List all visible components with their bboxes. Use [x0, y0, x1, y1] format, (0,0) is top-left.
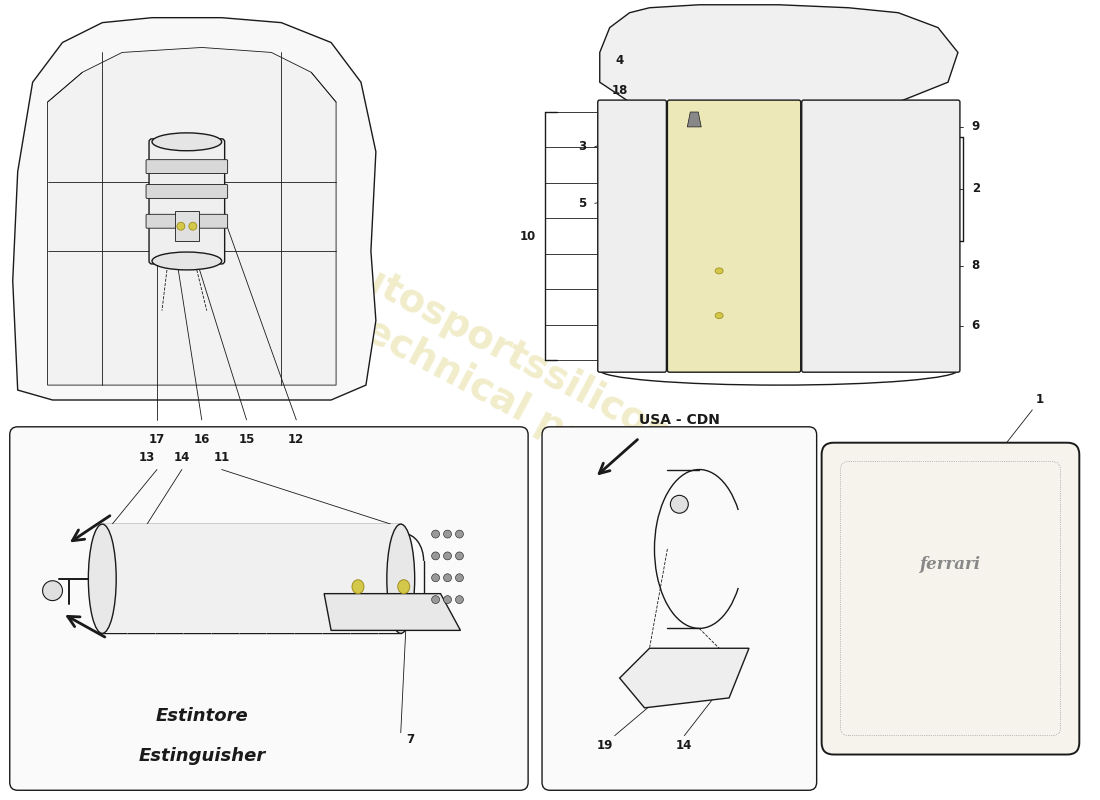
Circle shape — [431, 596, 440, 603]
Text: 17: 17 — [148, 434, 165, 446]
Text: 14: 14 — [676, 739, 693, 752]
Text: 12: 12 — [288, 434, 305, 446]
Text: 19: 19 — [596, 739, 613, 752]
Text: Estinguisher: Estinguisher — [139, 746, 265, 765]
Ellipse shape — [715, 313, 723, 318]
Circle shape — [443, 574, 451, 582]
Polygon shape — [688, 112, 701, 127]
FancyBboxPatch shape — [597, 100, 667, 372]
FancyBboxPatch shape — [146, 214, 228, 228]
Text: USA - CDN: USA - CDN — [639, 413, 719, 427]
Text: autosportssiliconvalley
  technical parts since: autosportssiliconvalley technical parts … — [307, 245, 793, 555]
Circle shape — [189, 222, 197, 230]
Circle shape — [670, 495, 689, 514]
Text: 7: 7 — [407, 733, 415, 746]
Circle shape — [43, 581, 63, 601]
Text: 1: 1 — [1035, 394, 1044, 406]
Bar — [102, 524, 400, 634]
Circle shape — [431, 552, 440, 560]
Text: 15: 15 — [239, 434, 255, 446]
Circle shape — [443, 596, 451, 603]
Text: 5: 5 — [578, 197, 586, 210]
Text: 6: 6 — [971, 319, 980, 332]
FancyBboxPatch shape — [10, 427, 528, 790]
Circle shape — [455, 530, 463, 538]
Circle shape — [455, 596, 463, 603]
Text: 13: 13 — [139, 451, 155, 464]
Polygon shape — [47, 47, 337, 385]
Circle shape — [443, 552, 451, 560]
FancyBboxPatch shape — [542, 427, 816, 790]
FancyBboxPatch shape — [802, 100, 960, 372]
Text: 9: 9 — [971, 121, 980, 134]
Polygon shape — [324, 594, 461, 630]
Ellipse shape — [352, 580, 364, 594]
Text: Estintore: Estintore — [155, 706, 249, 725]
FancyBboxPatch shape — [146, 160, 228, 174]
Text: 18: 18 — [612, 84, 628, 97]
Ellipse shape — [715, 268, 723, 274]
FancyBboxPatch shape — [146, 185, 228, 198]
Circle shape — [431, 574, 440, 582]
FancyBboxPatch shape — [148, 139, 224, 264]
Circle shape — [455, 552, 463, 560]
Text: ferrari: ferrari — [920, 555, 981, 573]
Text: 16: 16 — [194, 434, 210, 446]
Ellipse shape — [88, 524, 117, 634]
FancyBboxPatch shape — [822, 442, 1079, 754]
Text: 14: 14 — [174, 451, 190, 464]
Polygon shape — [619, 648, 749, 708]
Ellipse shape — [398, 580, 409, 594]
Text: 8: 8 — [971, 259, 980, 273]
Text: 10: 10 — [520, 230, 536, 242]
Ellipse shape — [152, 252, 222, 270]
Polygon shape — [600, 5, 958, 102]
Ellipse shape — [152, 133, 222, 150]
Text: 11: 11 — [213, 451, 230, 464]
Circle shape — [443, 530, 451, 538]
FancyBboxPatch shape — [668, 100, 801, 372]
Bar — [175, 211, 199, 241]
Polygon shape — [13, 18, 376, 400]
Circle shape — [431, 530, 440, 538]
Text: 4: 4 — [616, 54, 624, 67]
Text: 3: 3 — [578, 140, 586, 154]
Ellipse shape — [387, 524, 415, 634]
Circle shape — [177, 222, 185, 230]
Text: 2: 2 — [971, 182, 980, 195]
Circle shape — [455, 574, 463, 582]
